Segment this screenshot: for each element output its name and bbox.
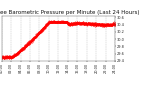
- Title: Milwaukee Barometric Pressure per Minute (Last 24 Hours): Milwaukee Barometric Pressure per Minute…: [0, 10, 139, 15]
